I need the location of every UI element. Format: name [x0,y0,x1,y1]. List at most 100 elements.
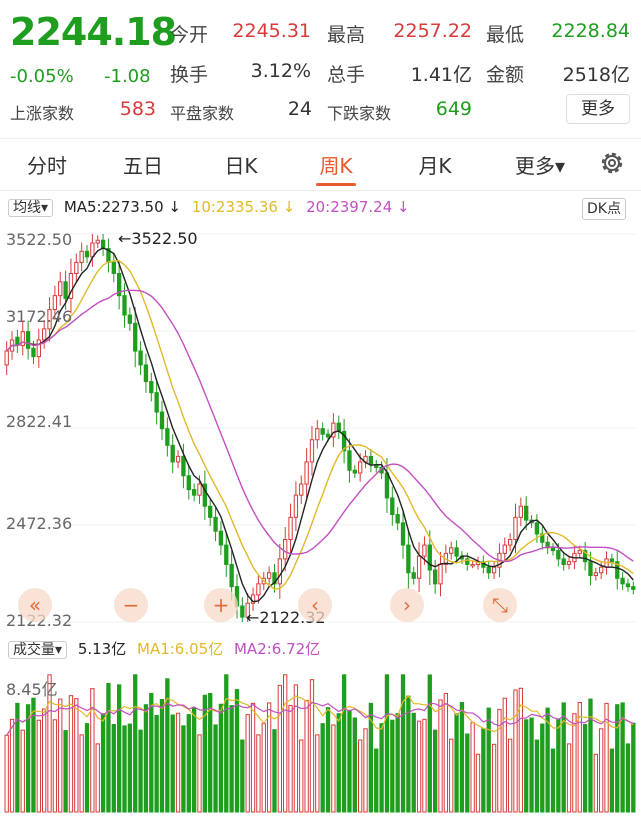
candle-body [288,516,293,541]
volume-bar [90,688,95,813]
zoom-in-button[interactable]: + [204,588,238,622]
high-value: 2257.22 [393,20,472,42]
candle-body [358,461,363,474]
last-price: 2244.18 [10,10,177,54]
amount-label: 金额 [486,64,525,86]
scroll-right-button[interactable]: › [390,588,424,622]
candle-body [47,309,52,330]
volume-bar [481,728,486,813]
candlestick-chart[interactable] [4,224,636,632]
volume-bar [20,729,25,813]
candle-body [325,433,331,438]
candle-body [400,522,406,546]
volume-bar [341,674,347,813]
volume-bar [459,701,465,813]
candle-body [320,428,325,435]
gear-icon[interactable] [597,148,627,178]
candle-body [68,272,74,299]
down-count: 649 [435,98,472,120]
candle-body [513,516,518,541]
volume-bar [599,728,604,813]
more-quote-button[interactable]: 更多 [566,94,630,124]
ma-mode-select[interactable]: 均线▾ [8,199,54,217]
volume-bar [588,698,593,813]
volume-bar [277,684,282,813]
volume-bar [325,707,331,813]
candle-body [384,472,390,499]
tabs-divider [0,190,641,191]
open-value: 2245.31 [232,20,311,42]
candle-body [588,561,593,577]
tab-intraday[interactable]: 分时 [27,154,67,178]
candle-body [149,381,154,394]
tab-five-day[interactable]: 五日 [123,154,163,178]
candle-body [502,544,507,554]
volume-label: 总手 [327,64,366,86]
volume-bar [165,678,170,813]
volume-bar [299,739,304,813]
volume-bar [122,725,127,813]
volume-bar [202,694,208,813]
ma5-label: MA5:2273.50 [63,198,164,216]
tab-daily-k[interactable]: 日K [224,154,258,178]
volume-bar [4,734,9,813]
candle-body [486,566,491,574]
candle-body [416,555,422,579]
volume-bar [283,674,288,813]
volume-bar [293,684,299,813]
volume-bar [507,738,513,813]
volume-bar [395,713,400,813]
candle-body [229,563,234,588]
tab-weekly-k[interactable]: 周K [319,154,353,178]
candle-body [427,544,432,571]
volume-mode-select[interactable]: 成交量▾ [8,641,68,659]
candle-body [127,314,133,324]
candle-body [341,430,347,452]
volume-bar [465,733,470,813]
price-axis-label: 3522.50 [6,230,73,249]
candle-body [534,522,540,535]
fullscreen-button[interactable]: ⤡ [483,588,517,622]
volume-ma2-line [6,702,634,736]
volume-value: 1.41亿 [410,64,472,86]
volume-bar [379,723,384,813]
volume-bar [234,689,240,813]
zoom-out-button[interactable]: − [114,588,148,622]
candle-body [561,558,566,565]
volume-bar [486,707,491,813]
candle-body [58,281,63,297]
scroll-left-button[interactable]: ‹ [298,588,332,622]
candle-body [390,497,395,516]
volume-bar [100,713,106,813]
volume-bar [79,734,84,813]
volume-mode-label: 成交量 [13,642,55,658]
candle-body [42,328,47,341]
open-label: 今开 [170,24,209,46]
volume-bar [524,719,529,813]
candle-body [545,541,550,549]
volume-bar [336,713,341,813]
volume-bar [513,689,518,813]
candle-body [449,547,454,554]
volume-bar [432,729,438,813]
down-count-label: 下跌家数 [327,104,392,123]
volume-bar [191,707,197,813]
active-tab-indicator [316,183,356,186]
candle-body [524,505,529,521]
volume-bar [315,734,320,813]
candle-body [25,331,31,349]
volume-bar [550,748,556,813]
volume-bar [106,683,111,813]
volume-bar [545,707,550,813]
tab-monthly-k[interactable]: 月K [418,154,452,178]
scroll-left-fast-button[interactable]: « [18,588,52,622]
candle-body [422,544,427,557]
volume-bar [438,699,443,813]
turnover-value: 3.12% [250,60,311,82]
candle-body [599,566,604,574]
candle-body [218,530,224,546]
tab-more[interactable]: 更多▾ [514,154,566,178]
candle-body [90,242,95,258]
price-axis-label: 2472.36 [6,514,73,533]
dk-point-button[interactable]: DK点 [582,198,626,220]
